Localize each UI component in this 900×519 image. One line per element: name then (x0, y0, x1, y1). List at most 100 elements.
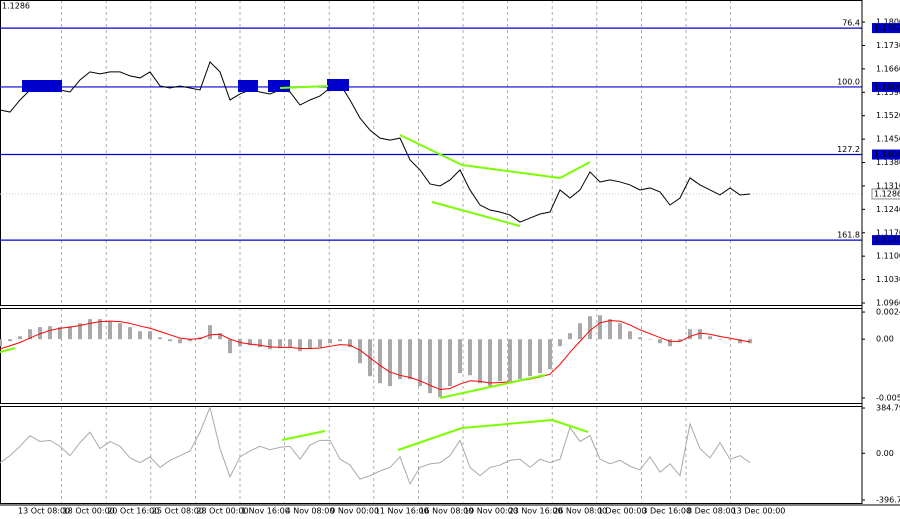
x-tick-label: 1 Nov 16:00 (241, 507, 290, 516)
histogram-bar (98, 319, 102, 340)
histogram-bar (498, 339, 502, 382)
y-tick-label: 1.1100 (876, 252, 900, 261)
divergence-line (0, 347, 16, 353)
level-price-box (872, 81, 900, 92)
x-tick-label: 18 Oct 00:00 (63, 507, 115, 516)
histogram-bar (28, 329, 32, 340)
histogram-bar (558, 339, 562, 347)
level-name: 127.2 (837, 145, 860, 154)
y-tick-label: 1.1030 (876, 275, 900, 284)
divergence-line (431, 201, 521, 227)
histogram-bar (688, 329, 692, 340)
x-tick-label: 16 Nov 08:00 (419, 507, 473, 516)
x-tick-label: 3 Dec 16:00 (642, 507, 691, 516)
y-tick-label: 1.1310 (876, 181, 900, 190)
histogram-bar (18, 336, 22, 340)
y-tick-label: 1.1240 (876, 205, 900, 214)
histogram-bar (418, 339, 422, 387)
histogram-bar (78, 323, 82, 340)
x-tick-label: 13 Dec 00:00 (732, 507, 786, 516)
histogram-bar (108, 321, 112, 340)
histogram-bar (588, 316, 592, 340)
y-tick-label: 1.1380 (876, 158, 900, 167)
y-tick-label: 1.1800 (876, 18, 900, 27)
divergence-line (439, 374, 546, 399)
histogram-bar (648, 339, 652, 340)
y-tick-label: 0.00248 (876, 308, 900, 317)
level-price-box (872, 149, 900, 160)
histogram-bar (258, 339, 262, 348)
price-header: 1.1286 (2, 2, 30, 11)
histogram-bar (738, 339, 742, 344)
y-tick-label: 1.1170 (876, 228, 900, 237)
histogram-bar (518, 339, 522, 380)
histogram-bar (668, 339, 672, 347)
histogram-bar (488, 339, 492, 387)
histogram-bar (158, 337, 162, 340)
histogram-bar (678, 339, 682, 342)
level-name: 100.0 (837, 77, 860, 86)
divergence-line (461, 164, 561, 179)
current-price-label: 1.1286 (874, 189, 900, 198)
series-line (0, 405, 751, 486)
x-tick-label: 25 Oct 08:00 (152, 507, 204, 516)
histogram-bar (568, 333, 572, 340)
histogram-bar (58, 327, 62, 340)
x-tick-label: 23 Nov 16:00 (509, 507, 563, 516)
y-tick-label: 1.0960 (876, 298, 900, 307)
histogram-bar (0, 339, 2, 347)
y-tick-label: 1.1730 (876, 41, 900, 50)
histogram-bar (748, 339, 752, 344)
histogram-bar (188, 339, 192, 342)
histogram-bar (348, 339, 352, 348)
histogram-bar (508, 339, 512, 382)
divergence-line (559, 161, 591, 179)
level-price-label: 1.1782 (874, 24, 900, 33)
y-tick-label: 1.1520 (876, 111, 900, 120)
x-tick-label: 9 Nov 00:00 (330, 507, 379, 516)
histogram-bar (168, 339, 172, 342)
marker-box (268, 80, 290, 92)
histogram-bar (538, 339, 542, 374)
level-name: 76.4 (842, 19, 860, 28)
y-tick-label: 1.1450 (876, 135, 900, 144)
histogram-bar (88, 319, 92, 340)
marker-box (238, 80, 258, 92)
histogram-bar (468, 339, 472, 376)
histogram-bar (608, 319, 612, 340)
x-tick-label: 19 Nov 00:00 (464, 507, 518, 516)
histogram-bar (208, 325, 212, 340)
level-price-label: 1.1404 (874, 150, 900, 159)
histogram-bar (618, 323, 622, 340)
histogram-bar (248, 339, 252, 346)
x-tick-label: 13 Oct 08:00 (18, 507, 70, 516)
histogram-bar (658, 339, 662, 344)
histogram-bar (698, 329, 702, 340)
histogram-bar (718, 339, 722, 340)
histogram-bar (458, 339, 462, 374)
y-tick-label: 0.00 (876, 449, 894, 458)
histogram-bar (708, 336, 712, 340)
series-line (0, 320, 751, 391)
x-tick-label: 26 Nov 08:00 (553, 507, 607, 516)
histogram-bar (638, 337, 642, 340)
histogram-bar (138, 331, 142, 340)
histogram-bar (628, 331, 632, 340)
y-tick-label: 0.00 (876, 335, 894, 344)
current-price-box (871, 188, 900, 200)
series-line (0, 60, 751, 223)
histogram-bar (728, 339, 732, 340)
marker-box (22, 80, 62, 92)
histogram-bar (178, 339, 182, 344)
histogram-bar (318, 339, 322, 348)
histogram-bar (398, 339, 402, 380)
marker-box (327, 79, 349, 91)
y-tick-label: 1.1590 (876, 88, 900, 97)
level-name: 161.8 (837, 231, 860, 240)
divergence-line (397, 427, 463, 451)
histogram-bar (598, 315, 602, 340)
histogram-bar (388, 339, 392, 387)
histogram-bar (298, 339, 302, 352)
histogram-bar (128, 327, 132, 340)
